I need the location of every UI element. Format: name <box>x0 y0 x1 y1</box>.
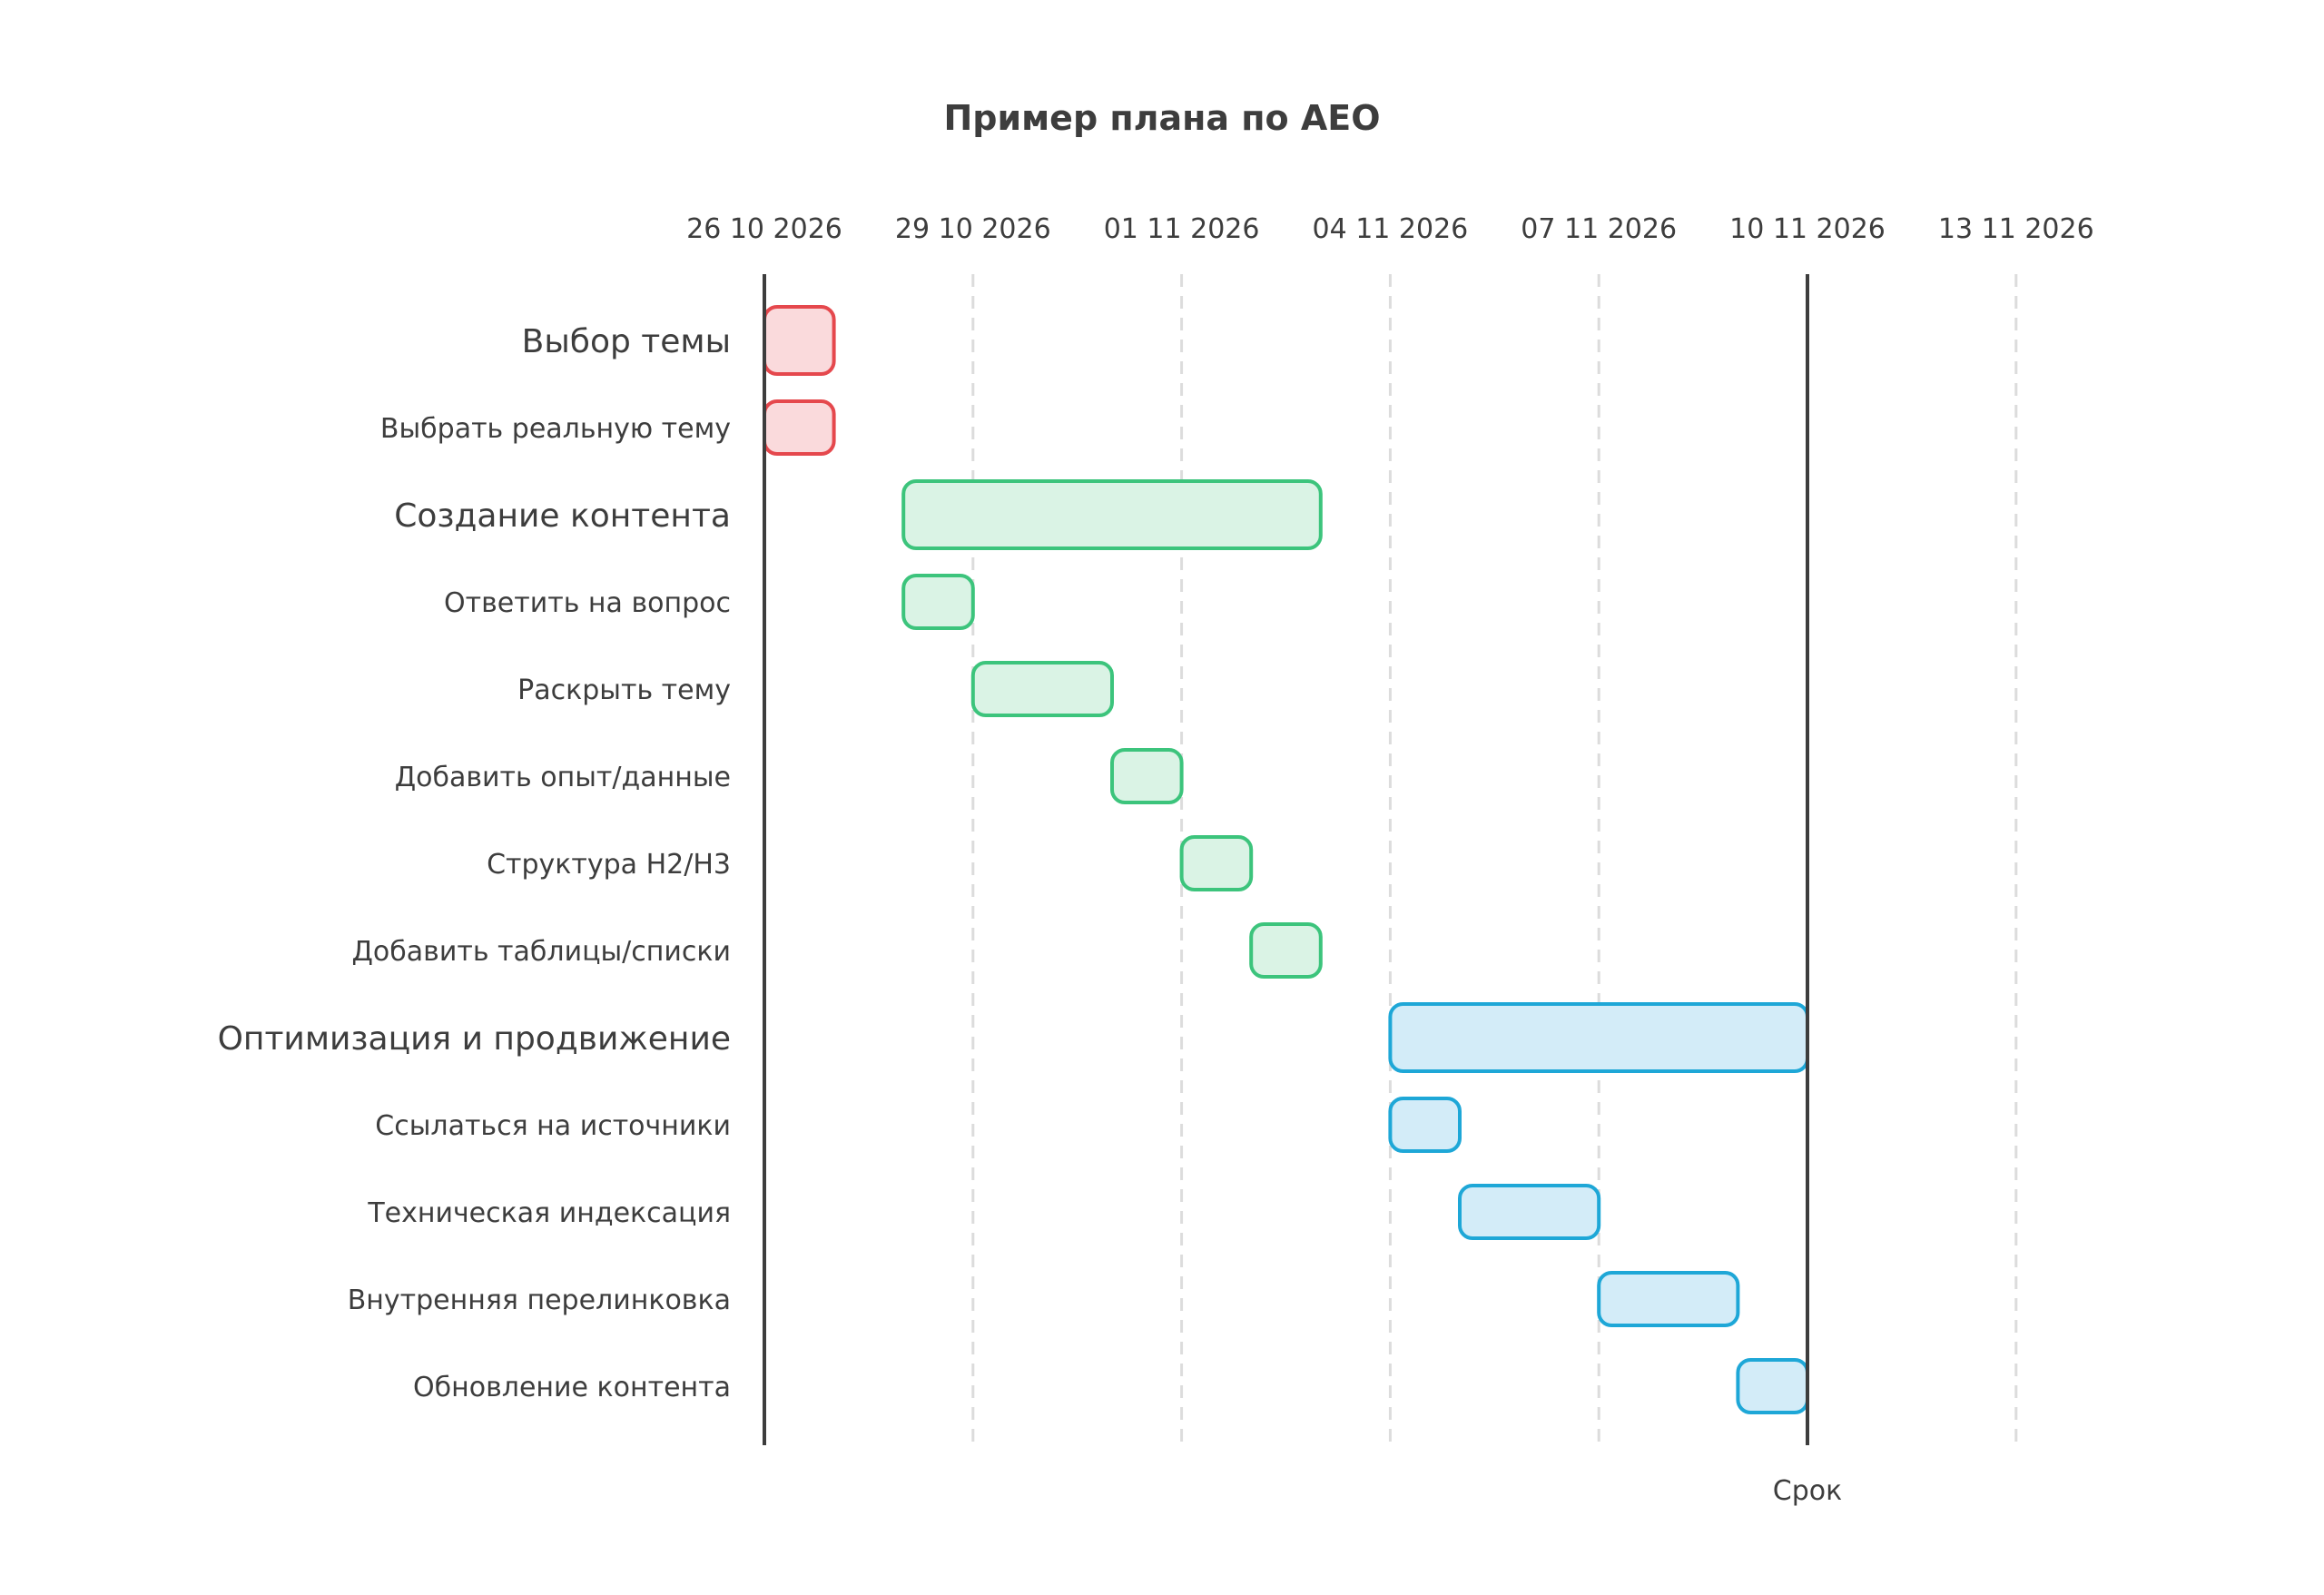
task-bar <box>1249 922 1323 979</box>
x-tick-label: 01 11 2026 <box>1104 213 1260 245</box>
group-bar <box>901 479 1323 550</box>
task-label: Добавить опыт/данные <box>395 762 731 793</box>
task-bar <box>763 399 836 456</box>
deadline-label: Срок <box>1773 1475 1842 1507</box>
group-label: Создание контента <box>394 497 731 535</box>
task-label: Обновление контента <box>413 1372 731 1403</box>
x-tick-label: 04 11 2026 <box>1313 213 1469 245</box>
group-bar <box>1388 1002 1810 1073</box>
chart-title: Пример плана по AEO <box>943 98 1380 138</box>
x-tick-label: 29 10 2026 <box>895 213 1051 245</box>
task-bar <box>1110 748 1184 804</box>
group-label: Оптимизация и продвижение <box>218 1020 731 1058</box>
task-label: Ссылаться на источники <box>375 1110 731 1142</box>
task-label: Внутренняя перелинковка <box>348 1285 731 1316</box>
task-label: Раскрыть тему <box>517 674 731 706</box>
task-bar <box>1597 1271 1740 1327</box>
task-label: Структура H2/H3 <box>487 849 731 881</box>
group-label: Выбор темы <box>522 323 731 360</box>
x-tick-label: 07 11 2026 <box>1521 213 1677 245</box>
task-bar <box>1458 1184 1601 1240</box>
task-bar <box>1388 1097 1462 1153</box>
group-bar <box>763 305 836 376</box>
task-bar <box>901 574 975 630</box>
task-label: Добавить таблицы/списки <box>351 936 731 968</box>
x-tick-label: 10 11 2026 <box>1729 213 1886 245</box>
task-bar <box>1179 835 1254 891</box>
task-bar <box>970 661 1115 717</box>
x-tick-label: 13 11 2026 <box>1938 213 2094 245</box>
task-label: Ответить на вопрос <box>444 587 731 619</box>
task-label: Техническая индексация <box>367 1197 731 1229</box>
x-tick-label: 26 10 2026 <box>686 213 842 245</box>
task-bar <box>1736 1358 1810 1414</box>
task-label: Выбрать реальную тему <box>380 413 731 445</box>
